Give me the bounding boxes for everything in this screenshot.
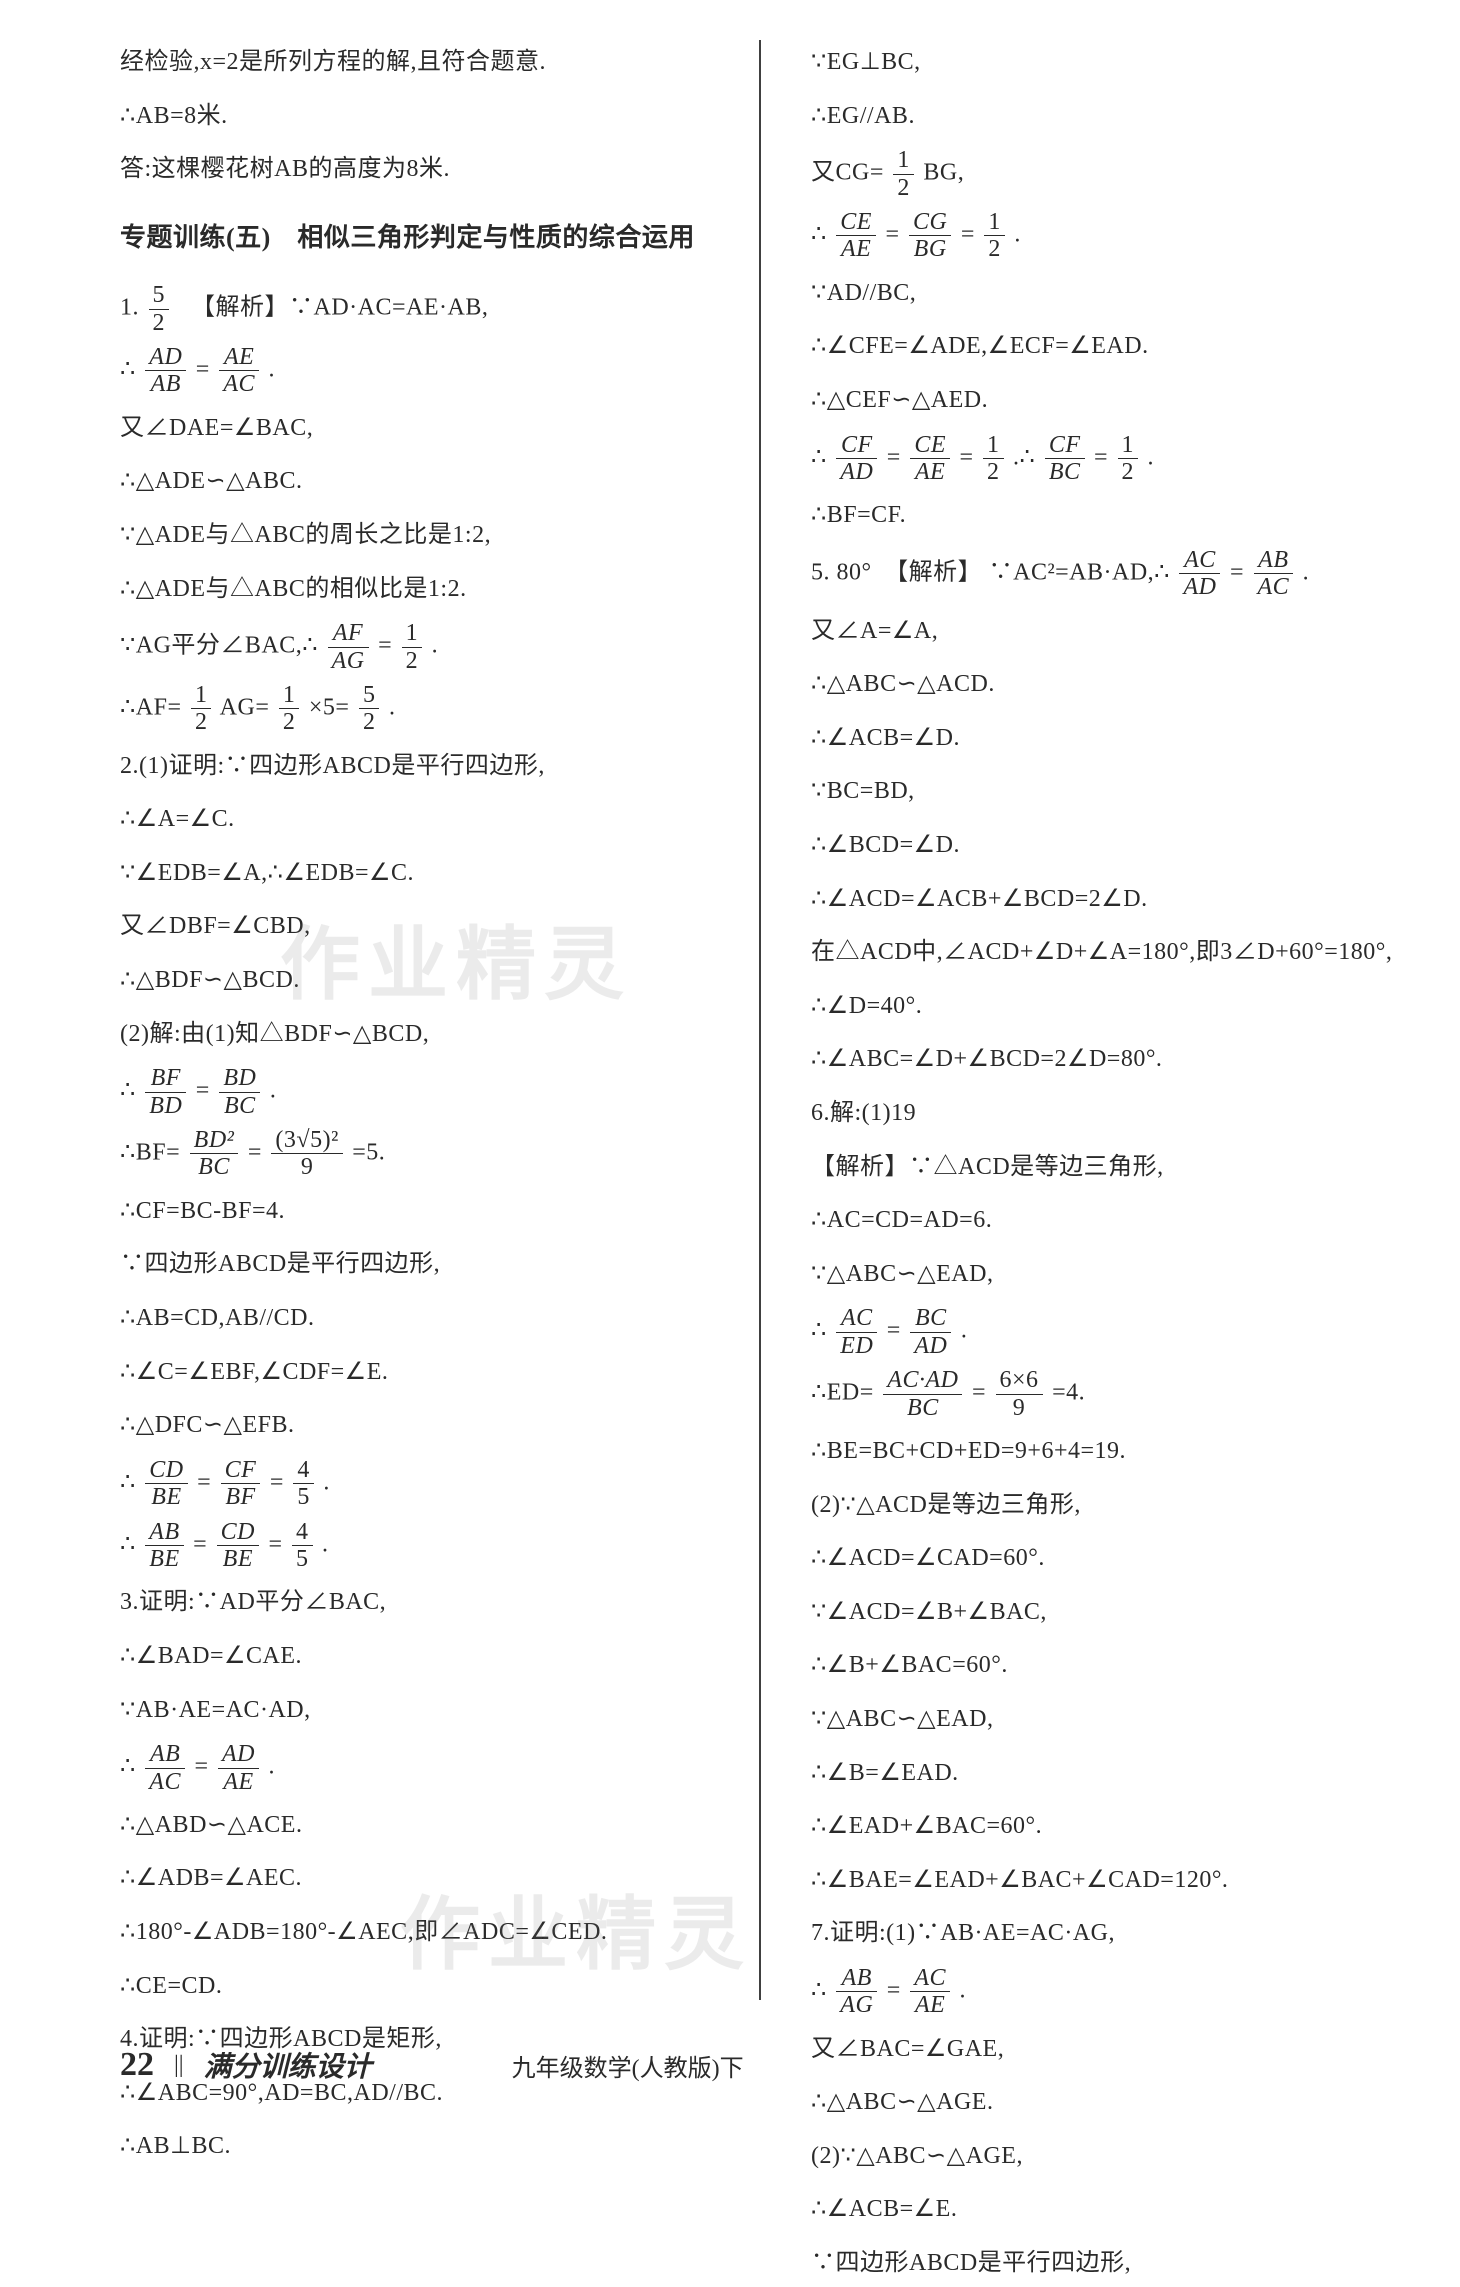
q2-line: ∴△BDF∽△BCD. <box>120 958 709 1004</box>
r-line: ∴∠CFE=∠ADE,∠ECF=∠EAD. <box>811 324 1400 370</box>
q1-line: 又∠DAE=∠BAC, <box>120 406 709 452</box>
q5-line: ∴∠BCD=∠D. <box>811 823 1400 869</box>
q6-line: ∵△ABC∽△EAD, <box>811 1697 1400 1743</box>
r-frac3: ∴ CFAD = CEAE = 12 .∴ CFBC = 12 . <box>811 432 1400 486</box>
subtitle: 九年级数学(人教版)下 <box>512 2048 744 2083</box>
q3-line: ∴CE=CD. <box>120 1964 709 2010</box>
q7-line: ∵四边形ABCD是平行四边形, <box>811 2241 1400 2287</box>
q2-frac4: ∴ ABBE = CDBE = 45 . <box>120 1519 709 1573</box>
q7-line: ∴∠ACB=∠E. <box>811 2187 1400 2233</box>
left-column: 经检验,x=2是所列方程的解,且符合题意. ∴AB=8米. 答:这棵樱花树AB的… <box>120 40 709 2000</box>
q1-line: ∵△ADE与△ABC的周长之比是1:2, <box>120 513 709 559</box>
q6-line: (2)∵△ACD是等边三角形, <box>811 1483 1400 1529</box>
column-divider <box>759 40 761 2000</box>
q5-line: ∴△ABC∽△ACD. <box>811 662 1400 708</box>
page-number: 22 <box>120 2046 154 2084</box>
page-content: 经检验,x=2是所列方程的解,且符合题意. ∴AB=8米. 答:这棵樱花树AB的… <box>120 40 1400 2000</box>
intro-line: ∴AB=8米. <box>120 94 709 140</box>
q6-line: ∴BE=BC+CD+ED=9+6+4=19. <box>811 1429 1400 1475</box>
q2-frac2: ∴BF= BD²BC = (3√5)²9 =5. <box>120 1127 709 1181</box>
q1-frac2: ∵AG平分∠BAC,∴ AFAG = 12 . <box>120 620 709 674</box>
q6-line: ∴∠EAD+∠BAC=60°. <box>811 1804 1400 1850</box>
intro-line: 答:这棵樱花树AB的高度为8米. <box>120 147 709 193</box>
q7-line: (2)∵△ABC∽△AGE, <box>811 2134 1400 2180</box>
q2-frac3: ∴ CDBE = CFBF = 45 . <box>120 1457 709 1511</box>
q1-frac: ∴ ADAB = AEAC . <box>120 344 709 398</box>
q1-line: ∴△ADE与△ABC的相似比是1:2. <box>120 567 709 613</box>
q2-frac1: ∴ BFBD = BDBC . <box>120 1065 709 1119</box>
q3-line: ∴∠ADB=∠AEC. <box>120 1856 709 1902</box>
book-title: 满分训练设计 <box>204 2045 372 2085</box>
q3-line: 3.证明:∵AD平分∠BAC, <box>120 1580 709 1626</box>
r-line: ∵EG⊥BC, <box>811 40 1400 86</box>
r-line: ∴△CEF∽△AED. <box>811 378 1400 424</box>
q5-line: 在△ACD中,∠ACD+∠D+∠A=180°,即3∠D+60°=180°, <box>811 930 1400 976</box>
q6-line: ∴∠B=∠EAD. <box>811 1751 1400 1797</box>
q4-line: ∴AB⊥BC. <box>120 2124 709 2170</box>
q6-line: ∵△ABC∽△EAD, <box>811 1252 1400 1298</box>
q5-line: ∵BC=BD, <box>811 769 1400 815</box>
q2-line: ∵四边形ABCD是平行四边形, <box>120 1242 709 1288</box>
r-frac2: ∴ CEAE = CGBG = 12 . <box>811 209 1400 263</box>
q3-line: ∴∠BAD=∠CAE. <box>120 1634 709 1680</box>
q6-line: 【解析】∵△ACD是等边三角形, <box>811 1145 1400 1191</box>
q2-line: ∵∠EDB=∠A,∴∠EDB=∠C. <box>120 851 709 897</box>
q5-line: 又∠A=∠A, <box>811 609 1400 655</box>
q3-line: ∴180°-∠ADB=180°-∠AEC,即∠ADC=∠CED. <box>120 1910 709 1956</box>
r-frac1: 又CG= 12 BG, <box>811 147 1400 201</box>
q2-line: 又∠DBF=∠CBD, <box>120 904 709 950</box>
q7-line: 7.证明:(1)∵AB·AE=AC·AG, <box>811 1911 1400 1957</box>
q2-line: ∴AB=CD,AB//CD. <box>120 1296 709 1342</box>
footer-divider: || <box>174 2052 184 2079</box>
q2-line: (2)解:由(1)知△BDF∽△BCD, <box>120 1012 709 1058</box>
r-line: ∵AD//BC, <box>811 271 1400 317</box>
q6-line: ∴∠B+∠BAC=60°. <box>811 1643 1400 1689</box>
q5-line: ∴∠D=40°. <box>811 984 1400 1030</box>
q1-answer: 1. 52 【解析】∵AD·AC=AE·AB, <box>120 282 709 336</box>
q1-frac3: ∴AF= 12 AG= 12 ×5= 52 . <box>120 682 709 736</box>
intro-line: 经检验,x=2是所列方程的解,且符合题意. <box>120 40 709 86</box>
right-column: ∵EG⊥BC, ∴EG//AB. 又CG= 12 BG, ∴ CEAE = CG… <box>811 40 1400 2000</box>
q5-line: ∴∠ACB=∠D. <box>811 716 1400 762</box>
page-footer: 22 || 满分训练设计 九年级数学(人教版)下 <box>120 2045 1400 2085</box>
q2-line: ∴CF=BC-BF=4. <box>120 1189 709 1235</box>
q2-line: ∴∠A=∠C. <box>120 797 709 843</box>
q5-line: 5. 80° 【解析】 ∵AC²=AB·AD,∴ ACAD = ABAC . <box>811 547 1400 601</box>
section-heading: 专题训练(五) 相似三角形判定与性质的综合运用 <box>120 213 709 262</box>
q6-line: 6.解:(1)19 <box>811 1091 1400 1137</box>
q7-line: ∴△ABC∽△AGE. <box>811 2080 1400 2126</box>
r-line: ∴BF=CF. <box>811 493 1400 539</box>
q6-line: ∵∠ACD=∠B+∠BAC, <box>811 1590 1400 1636</box>
q3-frac: ∴ ABAC = ADAE . <box>120 1741 709 1795</box>
r-line: ∴EG//AB. <box>811 94 1400 140</box>
q7-frac: ∴ ABAG = ACAE . <box>811 1965 1400 2019</box>
q2-line: ∴△DFC∽△EFB. <box>120 1403 709 1449</box>
q2-line: ∴∠C=∠EBF,∠CDF=∠E. <box>120 1350 709 1396</box>
q6-frac2: ∴ED= AC·ADBC = 6×69 =4. <box>811 1367 1400 1421</box>
q6-line: ∴∠BAE=∠EAD+∠BAC+∠CAD=120°. <box>811 1858 1400 1904</box>
q1-line: ∴△ADE∽△ABC. <box>120 459 709 505</box>
q5-line: ∴∠ABC=∠D+∠BCD=2∠D=80°. <box>811 1037 1400 1083</box>
q5-line: ∴∠ACD=∠ACB+∠BCD=2∠D. <box>811 877 1400 923</box>
q3-line: ∴△ABD∽△ACE. <box>120 1803 709 1849</box>
q6-line: ∴∠ACD=∠CAD=60°. <box>811 1536 1400 1582</box>
q6-frac1: ∴ ACED = BCAD . <box>811 1305 1400 1359</box>
q2-line: 2.(1)证明:∵四边形ABCD是平行四边形, <box>120 744 709 790</box>
q3-line: ∵AB·AE=AC·AD, <box>120 1688 709 1734</box>
q6-line: ∴AC=CD=AD=6. <box>811 1198 1400 1244</box>
